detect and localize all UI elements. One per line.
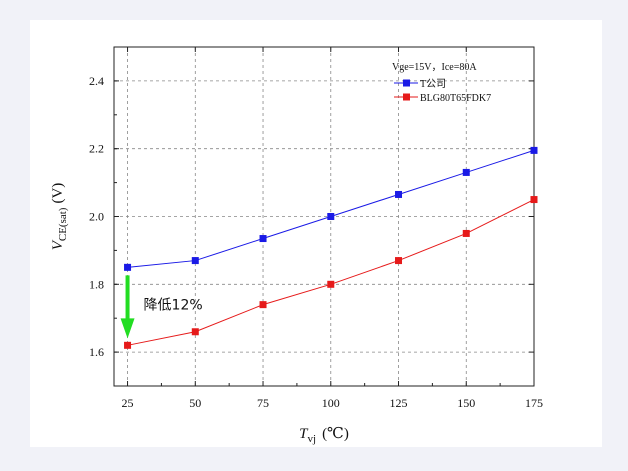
annotation-arrow-head — [120, 318, 135, 339]
y-tick-label: 2.4 — [89, 74, 104, 88]
legend-label: T公司 — [420, 79, 446, 90]
axis-titles: Tvj (℃) VCE(sat) (V) — [50, 183, 349, 445]
legend-label: BLG80T65FDK7 — [420, 93, 491, 104]
legend-title: Vge=15V，Ice=80A — [392, 62, 477, 73]
x-axis-symbol: T — [299, 426, 309, 442]
legend-marker — [403, 93, 410, 101]
legend-marker — [403, 79, 410, 87]
x-tick-label: 150 — [457, 396, 475, 410]
series-2-point — [530, 196, 538, 204]
x-axis-subscript: vj — [308, 433, 317, 445]
series-1-point — [124, 263, 132, 271]
legend: Vge=15V，Ice=80A T公司 BLG80T65FDK7 — [392, 62, 491, 104]
series-2-point — [395, 257, 403, 265]
chart-canvas: 25 50 75 100 125 150 175 1.6 1.8 2.0 2.2 2.4 降低12% … — [30, 20, 602, 447]
x-axis-title: Tvj (℃) — [299, 426, 349, 445]
series-1-point — [530, 146, 538, 154]
y-tick-label: 1.6 — [89, 345, 104, 359]
series-2-point — [462, 229, 470, 237]
axis-ticks: 25 50 75 100 125 150 175 1.6 1.8 2.0 2.2 2.4 — [89, 46, 543, 410]
series-1-point — [395, 190, 403, 198]
x-tick-label: 50 — [189, 396, 201, 410]
annotation-layer: 降低12% — [120, 275, 203, 339]
series-2-point — [191, 328, 199, 336]
series-layer — [124, 146, 538, 349]
grid-lines — [114, 47, 534, 386]
x-tick-label: 100 — [322, 396, 340, 410]
y-tick-label: 1.8 — [89, 277, 104, 291]
series-2-point — [259, 301, 267, 309]
annotation-text: 降低12% — [144, 298, 203, 314]
series-1-point — [327, 213, 335, 220]
series-2-point — [327, 280, 335, 288]
series-1-point — [259, 235, 267, 243]
y-axis-symbol: V — [50, 239, 66, 250]
x-tick-label: 175 — [525, 396, 543, 410]
y-axis-unit: (V) — [50, 183, 66, 204]
x-tick-label: 75 — [257, 396, 269, 410]
x-tick-label: 25 — [122, 396, 134, 410]
series-1-point — [191, 257, 199, 265]
x-tick-label: 125 — [390, 396, 408, 410]
y-tick-label: 2.2 — [89, 142, 104, 156]
series-2-point — [124, 341, 132, 349]
y-axis-title: VCE(sat) (V) — [50, 183, 69, 251]
x-axis-unit: (℃) — [322, 426, 349, 442]
y-axis-subscript: CE(sat) — [57, 207, 69, 241]
series-1-point — [462, 168, 470, 176]
y-tick-label: 2.0 — [89, 210, 104, 224]
